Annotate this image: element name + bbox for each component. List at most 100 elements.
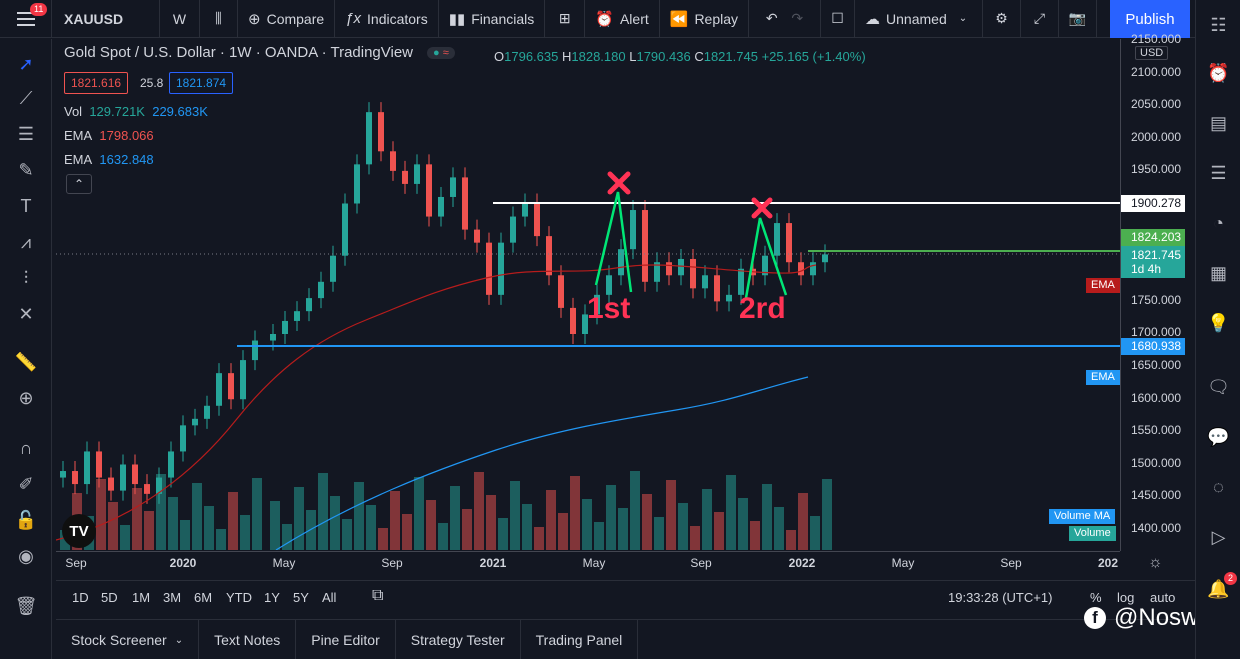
goto-date-icon[interactable]: ⧉ bbox=[372, 587, 384, 604]
range-button-5d[interactable]: 5D bbox=[101, 590, 118, 605]
text-tool-icon[interactable]: T bbox=[20, 195, 32, 216]
alert-label: Alert bbox=[619, 10, 649, 27]
pattern-icon[interactable]: ⩘ bbox=[20, 231, 32, 252]
collapse-legend-button[interactable]: ⌃ bbox=[66, 174, 92, 194]
ema-slow-legend[interactable]: EMA 1632.848 bbox=[64, 152, 154, 167]
volume-bar bbox=[204, 506, 214, 550]
tab-trading-panel[interactable]: Trading Panel bbox=[521, 620, 639, 659]
remove-icon[interactable]: ✕ bbox=[18, 303, 34, 324]
trash-icon[interactable]: 🗑 bbox=[14, 595, 38, 616]
currency-selector[interactable]: USD bbox=[1135, 46, 1169, 60]
ideas-icon[interactable]: 💡 bbox=[1207, 312, 1230, 333]
time-scale[interactable]: Sep 2020 May Sep 2021 May Sep 2022 May Sep 202 bbox=[56, 551, 1120, 575]
volume-bar bbox=[606, 485, 616, 550]
watchlist-icon[interactable]: ☷ bbox=[1210, 14, 1227, 35]
symbol-search[interactable]: XAUUSD bbox=[52, 0, 160, 38]
alerts-icon[interactable]: ⏰ bbox=[1207, 62, 1230, 83]
volume-legend[interactable]: Vol 129.721K 229.683K bbox=[64, 104, 208, 119]
volume-bar bbox=[594, 522, 604, 550]
second-peak-pattern[interactable] bbox=[744, 217, 788, 299]
lock-drawing-icon[interactable]: ✐ bbox=[18, 473, 34, 494]
ema-slow-value: 1632.848 bbox=[99, 152, 154, 167]
compare-button[interactable]: ⊕ Compare bbox=[238, 0, 336, 38]
notifications-icon[interactable]: 🔔 2 bbox=[1196, 572, 1240, 606]
ema-fast-legend[interactable]: EMA 1798.066 bbox=[64, 128, 154, 143]
layout-menu[interactable]: ☁ Unnamed ⌄ bbox=[855, 0, 984, 38]
clock[interactable]: 19:33:28 (UTC+1) bbox=[948, 590, 1053, 605]
data-window-icon[interactable]: ▤ bbox=[1209, 112, 1227, 133]
auto-toggle[interactable]: auto bbox=[1150, 590, 1176, 605]
price-chart[interactable]: 1st 2rd bbox=[56, 40, 1120, 550]
first-peak-pattern[interactable] bbox=[594, 191, 633, 293]
sell-button[interactable]: 1821.616 bbox=[64, 72, 129, 94]
redo-icon[interactable]: ↷ bbox=[791, 10, 804, 26]
fullscreen-toggle[interactable]: ☐ bbox=[821, 0, 856, 38]
tab-stock-screener[interactable]: Stock Screener ⌄ bbox=[56, 620, 200, 659]
candle-body bbox=[72, 471, 78, 485]
volume-bar bbox=[678, 503, 688, 550]
candle-body bbox=[318, 281, 324, 299]
expand-button[interactable]: ⤢ bbox=[1021, 0, 1060, 38]
log-toggle[interactable]: log bbox=[1117, 590, 1135, 605]
alert-button[interactable]: ⏰ Alert bbox=[585, 0, 660, 38]
range-button-3m[interactable]: 3M bbox=[163, 590, 182, 605]
menu-button[interactable]: 11 bbox=[0, 0, 52, 38]
trend-line-icon[interactable]: ⟋ bbox=[19, 87, 33, 108]
chart-type-button[interactable]: ⫼ bbox=[200, 0, 238, 38]
prediction-icon[interactable]: ⫶ bbox=[23, 267, 29, 288]
zoom-in-icon[interactable]: ⊕ bbox=[18, 387, 34, 408]
financials-button[interactable]: ▮▮ Financials bbox=[439, 0, 546, 38]
fib-retracement-icon[interactable]: ☰ bbox=[17, 123, 35, 144]
percent-toggle[interactable]: % bbox=[1090, 590, 1102, 605]
calendar-icon[interactable]: ▦ bbox=[1209, 262, 1227, 283]
tab-strategy-tester[interactable]: Strategy Tester bbox=[396, 620, 521, 659]
calendar-clock-icon[interactable]: ◔ bbox=[1213, 212, 1224, 233]
last-price-value: 1821.745 bbox=[1131, 248, 1182, 262]
cursor-icon[interactable]: ➚ bbox=[18, 53, 34, 74]
time-tick: May bbox=[582, 556, 606, 570]
market-status-indicator[interactable]: ● ≈ bbox=[427, 46, 455, 59]
gear-icon: ⚙ bbox=[995, 10, 1008, 26]
eye-icon[interactable]: ◉ bbox=[18, 545, 34, 566]
tab-text-notes[interactable]: Text Notes bbox=[199, 620, 297, 659]
indicators-button[interactable]: ƒx Indicators bbox=[335, 0, 439, 38]
price-scale[interactable]: 2150.000 2100.000 2050.000 2000.000 1950.000… bbox=[1120, 32, 1195, 551]
range-button-ytd[interactable]: YTD bbox=[226, 590, 252, 605]
candle-body bbox=[618, 249, 624, 276]
chats-icon[interactable]: 🗨 bbox=[1207, 376, 1230, 397]
undo-icon[interactable]: ↶ bbox=[765, 10, 778, 26]
range-button-1y[interactable]: 1Y bbox=[264, 590, 280, 605]
replay-button[interactable]: ⏪ Replay bbox=[660, 0, 750, 38]
magnet-icon[interactable]: ∩ bbox=[19, 437, 33, 458]
hotlists-icon[interactable]: ☰ bbox=[1210, 162, 1227, 183]
volume-bar bbox=[486, 495, 496, 550]
time-tick: Sep bbox=[690, 556, 712, 570]
range-button-1d[interactable]: 1D bbox=[72, 590, 89, 605]
price-tick: 1700.000 bbox=[1130, 325, 1181, 340]
volume-bar bbox=[132, 488, 142, 550]
interval-button[interactable]: W bbox=[160, 0, 200, 38]
tab-pine-editor[interactable]: Pine Editor bbox=[296, 620, 396, 659]
range-button-all[interactable]: All bbox=[322, 590, 337, 605]
snapshot-button[interactable]: 📷 bbox=[1059, 0, 1098, 38]
streams-icon[interactable]: ◌ bbox=[1213, 476, 1224, 497]
tradingview-logo[interactable]: TV bbox=[62, 514, 96, 548]
candle-body bbox=[342, 203, 348, 256]
private-chats-icon[interactable]: 💬 bbox=[1207, 426, 1230, 447]
range-button-6m[interactable]: 6M bbox=[194, 590, 213, 605]
templates-button[interactable]: ⊞ bbox=[545, 0, 586, 38]
range-button-5y[interactable]: 5Y bbox=[293, 590, 309, 605]
candle-body bbox=[96, 451, 102, 478]
candles-icon: ⫼ bbox=[215, 10, 222, 26]
range-button-1m[interactable]: 1M bbox=[132, 590, 151, 605]
publish-button[interactable]: Publish bbox=[1110, 0, 1190, 38]
settings-button[interactable]: ⚙ bbox=[983, 0, 1022, 38]
lock-icon[interactable]: 🔓 bbox=[14, 509, 38, 530]
scale-settings-icon[interactable]: ☼ bbox=[1148, 554, 1163, 571]
play-icon[interactable]: ▷ bbox=[1211, 526, 1226, 547]
undo-redo[interactable]: ↶ ↷ bbox=[749, 0, 822, 38]
ruler-icon[interactable]: 📏 bbox=[14, 351, 38, 372]
brush-icon[interactable]: ✎ bbox=[18, 159, 34, 180]
candle-body bbox=[156, 477, 162, 494]
buy-button[interactable]: 1821.874 bbox=[169, 72, 234, 94]
